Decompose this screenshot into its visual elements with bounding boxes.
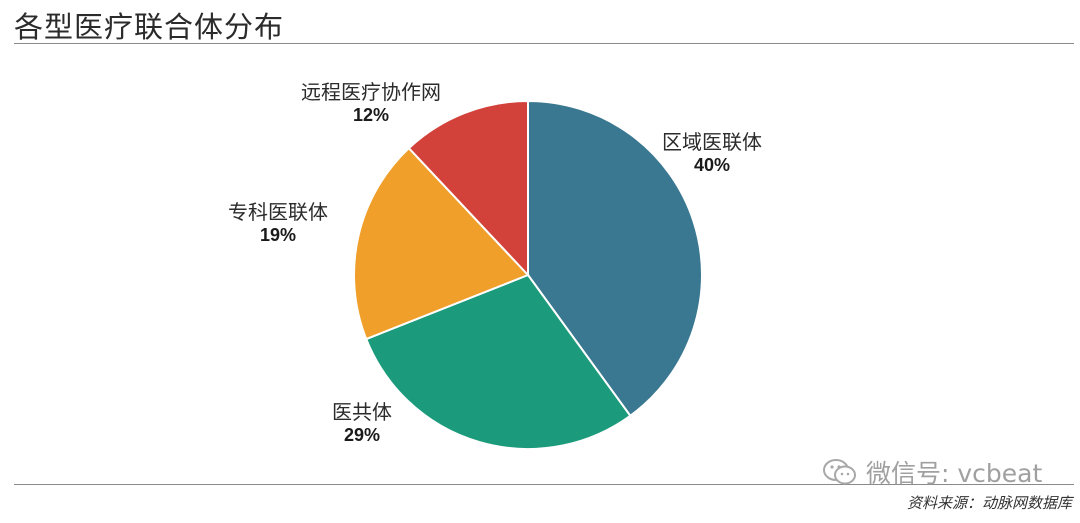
- slice-label-percent: 29%: [343, 425, 381, 445]
- slice-label: 医共体 29%: [332, 400, 392, 446]
- slice-county-community: [364, 273, 632, 450]
- slice-label-percent: 19%: [259, 225, 297, 245]
- slice-label: 远程医疗协作网 12%: [301, 80, 441, 126]
- slice-label-percent: 12%: [352, 105, 390, 125]
- watermark-text: 微信号: vcbeat: [866, 459, 1043, 488]
- slice-label: 专科医联体 19%: [228, 200, 328, 246]
- slice-label-percent: 40%: [693, 155, 731, 175]
- slice-label-name: 专科医联体: [228, 200, 328, 224]
- slice-telemedicine: [407, 99, 529, 278]
- watermark: 微信号: vcbeat: [822, 454, 1042, 490]
- wechat-icon: [823, 459, 856, 485]
- slice-specialty: [353, 146, 530, 341]
- slice-label-name: 远程医疗协作网: [301, 80, 441, 104]
- slice-regional: [527, 99, 703, 418]
- chart-title: 各型医疗联合体分布: [14, 10, 285, 44]
- slice-label-name: 医共体: [332, 400, 392, 424]
- source-note: 资料来源：动脉网数据库: [906, 494, 1072, 512]
- slice-label-name: 区域医联体: [662, 130, 762, 154]
- top-divider: [14, 43, 1074, 44]
- bottom-divider: [14, 484, 1074, 485]
- slice-label: 区域医联体 40%: [662, 130, 762, 176]
